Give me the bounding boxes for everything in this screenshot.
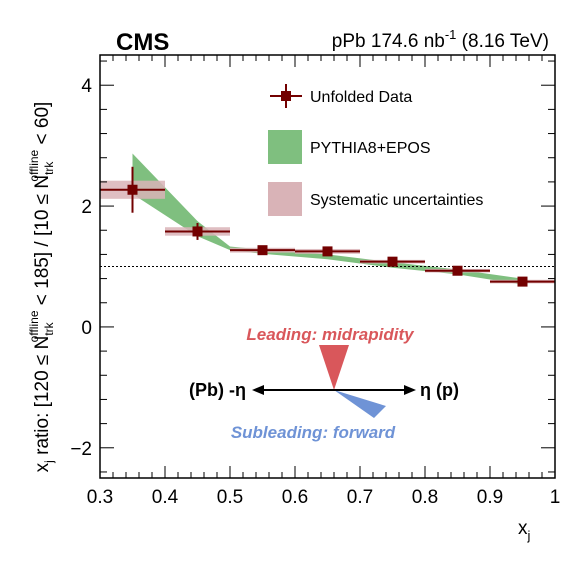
data-marker-1	[192, 226, 203, 237]
x-axis-title: xj	[518, 518, 531, 543]
y-title-part1: ratio: [120 ≤ N	[32, 336, 53, 460]
y-title-sub1: trk	[42, 321, 56, 335]
plot-frame	[99, 54, 556, 479]
data-point-5	[425, 265, 490, 276]
legend-swatch-sys	[268, 182, 302, 216]
lumi-prefix: pPb 174.6 nb	[332, 31, 445, 52]
x-tick-label: 0.9	[477, 487, 503, 508]
mc-band-layer	[132, 153, 523, 285]
legend-label-data: Unfolded Data	[310, 89, 412, 106]
y-tick-label: 2	[81, 197, 92, 218]
data-point-4	[360, 256, 425, 267]
leading-label: Leading: midrapidity	[246, 325, 415, 344]
data-point-2	[230, 245, 295, 256]
data-marker-6	[517, 276, 528, 287]
luminosity-label: pPb 174.6 nb-1 (8.16 TeV)	[332, 27, 549, 52]
x-axis-title-sub: j	[527, 528, 531, 543]
y-tick-label: 0	[81, 318, 92, 339]
data-marker-0	[127, 184, 138, 195]
subleading-jet-cone	[334, 390, 386, 418]
y-title-sup1: offline	[27, 310, 41, 342]
eta-axis-right-arrow	[404, 385, 416, 395]
y-tick-label: −2	[70, 439, 92, 460]
y-title-prefix: x	[32, 462, 53, 472]
y-tick-label: 4	[81, 76, 92, 97]
experiment-label: CMS	[116, 29, 169, 56]
y-title-sup2: offline	[27, 149, 41, 181]
y-title-part3: < 60]	[32, 102, 53, 150]
legend-marker-data	[270, 84, 302, 108]
x-tick-label: 0.8	[412, 487, 438, 508]
x-tick-label: 0.5	[217, 487, 243, 508]
legend-label-sys: Systematic uncertainties	[310, 192, 483, 209]
eta-right-label: η (p)	[420, 380, 459, 400]
lumi-suffix: (8.16 TeV)	[456, 31, 549, 52]
subleading-label: Subleading: forward	[231, 423, 396, 442]
y-title-part2: < 185] / [10 ≤ N	[32, 175, 53, 311]
x-tick-label: 0.4	[152, 487, 179, 508]
eta-left-label: (Pb) -η	[189, 380, 246, 400]
data-point-0	[100, 166, 165, 213]
data-marker-4	[387, 256, 398, 267]
y-axis-title: xj ratio: [120 ≤ Ntrkoffline < 185] / [1…	[27, 102, 56, 473]
y-title-j: j	[42, 460, 56, 464]
data-marker-3	[322, 246, 333, 257]
x-axis-title-main: x	[518, 518, 528, 539]
x-tick-label: 0.3	[87, 487, 113, 508]
x-tick-label: 0.7	[347, 487, 373, 508]
plot-area: 0.3 0.4 0.5 0.6 0.7 0.8 0.9 1 −2 0 2 4	[70, 54, 560, 508]
data-marker-2	[257, 245, 268, 256]
tick-label-layer: 0.3 0.4 0.5 0.6 0.7 0.8 0.9 1 −2 0 2 4	[70, 76, 560, 508]
data-point-1	[165, 222, 230, 240]
lumi-exponent: -1	[445, 27, 457, 42]
legend: Unfolded Data PYTHIA8+EPOS Systematic un…	[268, 84, 483, 216]
eta-axis-left-arrow	[252, 385, 264, 395]
x-tick-label: 0.6	[282, 487, 308, 508]
legend-label-mc: PYTHIA8+EPOS	[310, 140, 431, 157]
y-title-sub2: trk	[42, 161, 56, 175]
x-tick-label: 1	[550, 487, 561, 508]
rapidity-inset: Leading: midrapidity (Pb) -η η (p) Suble…	[189, 325, 459, 442]
leading-jet-cone	[319, 345, 349, 390]
data-marker-5	[452, 265, 463, 276]
mc-band	[132, 153, 523, 285]
tick-layer	[99, 55, 556, 478]
data-layer	[100, 166, 555, 287]
data-point-6	[490, 276, 555, 287]
data-point-3	[295, 246, 360, 257]
legend-swatch-mc	[268, 130, 302, 164]
